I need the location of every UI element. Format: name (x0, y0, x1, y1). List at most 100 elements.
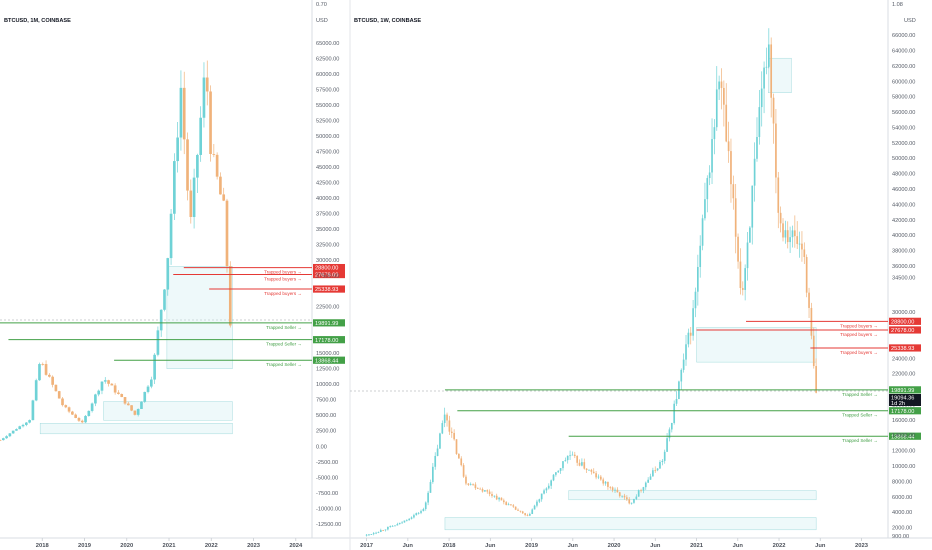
price-tick-label: 45000.00 (316, 165, 339, 171)
candle-body (526, 514, 529, 516)
right-price-axis[interactable]: 1.08 66000.00 64000.00 62000.00 60000.00 5800… (892, 2, 915, 540)
candle-body (394, 525, 396, 527)
price-tick-label: 0.00 (316, 444, 327, 450)
candle-body (550, 480, 552, 486)
candle-body (189, 190, 193, 217)
candle-body (604, 481, 607, 484)
price-tick-label: 42500.00 (316, 181, 339, 187)
current-price-badge (889, 394, 921, 407)
price-tick-label: 47500.00 (316, 150, 339, 156)
candle-body (663, 451, 666, 461)
candle-body (720, 81, 723, 88)
current-price-value: 19094.36 (891, 396, 914, 402)
left-price-axis[interactable]: 0.70 65000.00 62500.00 60000.00 57500.00 5500… (316, 2, 341, 528)
price-tick-label: 38000.00 (892, 249, 915, 255)
zone-box (768, 57, 792, 93)
price-tick-label: -10000.00 (316, 506, 341, 512)
candle-body (784, 230, 787, 238)
candle-body (772, 97, 775, 124)
price-tick-label: 64000.00 (892, 48, 915, 54)
candle-body (113, 385, 117, 393)
left-levels: Trapped buyers → 28800.00 Trapped buyers →… (0, 263, 345, 367)
level-label: Trapped Seller → (266, 325, 302, 330)
price-tick-label: 56000.00 (892, 110, 915, 116)
left-time-axis[interactable]: 2018 2019 2020 2021 2022 2023 2024 (36, 538, 303, 549)
price-tick-label: 30000.00 (316, 258, 339, 264)
candle-body (644, 482, 647, 488)
candle-body (514, 506, 517, 510)
level-price-value: 27678.00 (315, 273, 338, 279)
candle-body (803, 249, 806, 258)
candle-body (718, 81, 720, 90)
candle-body (15, 429, 18, 431)
time-tick-label: 2018 (36, 543, 50, 549)
price-tick-label: 58000.00 (892, 95, 915, 101)
price-tick-label: 10000.00 (316, 382, 339, 388)
candle-body (48, 374, 51, 377)
time-tick-label: 2024 (289, 543, 303, 549)
candle-body (196, 154, 199, 178)
candle-body (460, 458, 463, 466)
candle-body (107, 380, 110, 384)
candle-body (616, 489, 619, 493)
candle-body (696, 266, 699, 292)
zone-box (696, 327, 817, 363)
price-tick-label: 52500.00 (316, 119, 339, 125)
time-tick-label: 2017 (360, 543, 373, 549)
candle-body (538, 499, 541, 502)
candle-body (163, 289, 166, 310)
candle-body (749, 227, 751, 243)
time-tick-label: 2023 (247, 543, 261, 549)
candle-body (80, 420, 84, 423)
candle-body (661, 460, 664, 463)
candle-body (389, 526, 392, 527)
candle-body (488, 491, 491, 495)
candle-body (609, 486, 612, 488)
candle-body (680, 369, 683, 382)
price-tick-label: 30000.00 (892, 310, 915, 316)
candle-body (573, 454, 576, 456)
candle-body (472, 484, 474, 486)
candle-body (498, 497, 500, 500)
candle-body (500, 497, 503, 501)
level-price-value: 28800.00 (891, 319, 914, 325)
candle-body (146, 386, 150, 392)
candle-body (566, 455, 569, 461)
candle-body (753, 158, 756, 186)
candle-body (578, 462, 581, 466)
candle-body (368, 534, 370, 536)
candle-body (779, 212, 782, 224)
candle-body (668, 429, 671, 439)
candle-body (614, 489, 616, 491)
candle-body (545, 488, 548, 491)
candle-body (607, 481, 609, 487)
candle-body (782, 223, 784, 238)
candle-body (588, 469, 590, 471)
candle-body (571, 454, 574, 456)
candle-body (559, 468, 562, 471)
candle-body (133, 410, 137, 415)
right-time-axis[interactable]: 2017 Jun 2018 Jun 2019 Jun 2020 Jun 2021 Jun 2022 J… (360, 538, 869, 549)
price-tick-label: 16000.00 (892, 418, 915, 424)
level-label: Trapped buyers → (840, 332, 878, 337)
candle-body (597, 476, 600, 478)
candle-body (34, 380, 38, 401)
price-tick-label: 57500.00 (316, 88, 339, 94)
candle-body (446, 414, 448, 421)
candle-body (417, 512, 420, 514)
candle-body (512, 505, 515, 507)
candle-body (815, 366, 817, 393)
candle-body (100, 381, 104, 391)
time-tick-label: 2021 (163, 543, 177, 549)
price-tick-label: 6000.00 (892, 495, 912, 501)
level-price-badge (313, 270, 345, 279)
candle-body (590, 469, 593, 472)
candle-body (507, 504, 510, 506)
right-zone-boxes (444, 57, 817, 531)
candle-body (801, 243, 803, 250)
candle-body (540, 493, 543, 500)
price-tick-label: 40000.00 (316, 196, 339, 202)
level-label: Trapped buyers → (840, 323, 878, 328)
